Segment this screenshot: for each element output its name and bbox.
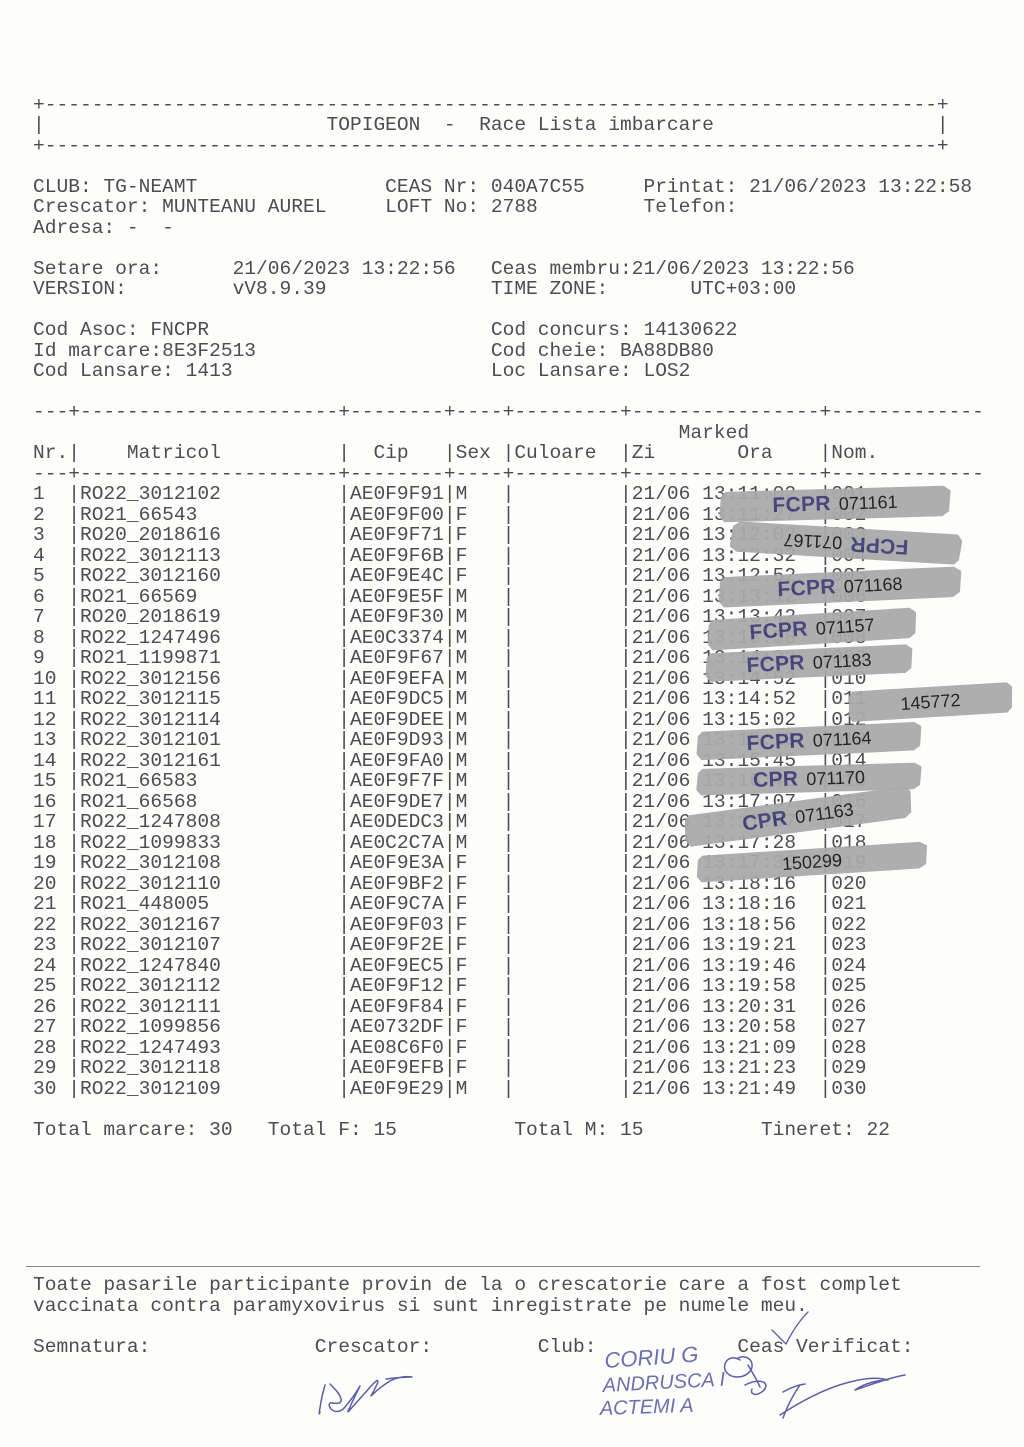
svg-text:ANDRUSCA I: ANDRUSCA I	[601, 1369, 726, 1397]
svg-text:ACTEMI A: ACTEMI A	[598, 1395, 693, 1420]
